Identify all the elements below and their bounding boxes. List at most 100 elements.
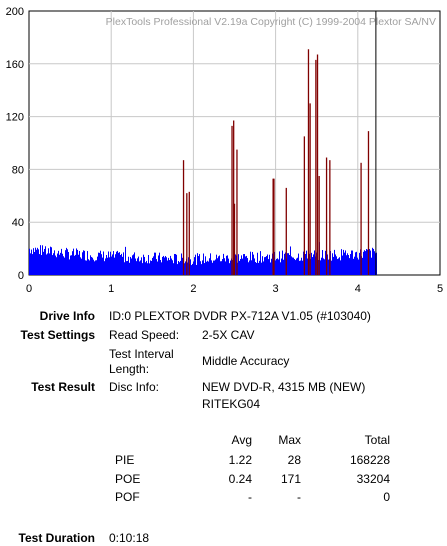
pie-bar: [340, 260, 341, 275]
stats-row-total: 168228: [349, 453, 390, 467]
pie-bar: [370, 250, 371, 275]
pie-bar: [359, 252, 360, 275]
pie-bar: [128, 256, 129, 275]
pie-bar: [209, 258, 210, 275]
pie-bar: [220, 261, 221, 275]
pie-bar: [86, 260, 87, 275]
pie-bar: [254, 258, 255, 275]
pie-bar: [41, 255, 42, 275]
pie-bar: [314, 250, 315, 275]
pie-bar: [32, 254, 33, 275]
pie-bar: [110, 251, 111, 275]
pie-bar: [120, 254, 121, 275]
drive-info-label: Drive Info: [39, 309, 95, 323]
pie-bar: [48, 248, 49, 275]
pie-bar: [31, 249, 32, 275]
pie-bar: [163, 255, 164, 275]
pie-bar: [52, 255, 53, 275]
disc-info-label: Disc Info:: [109, 380, 160, 394]
pie-bar: [179, 262, 180, 275]
pie-bar: [73, 248, 74, 275]
pie-bar: [226, 255, 227, 275]
pie-bar: [305, 254, 306, 275]
pie-bar: [199, 254, 200, 275]
pie-bar: [364, 250, 365, 275]
pie-bar: [65, 250, 66, 275]
pie-bar: [87, 251, 88, 275]
pie-bar: [291, 256, 292, 275]
pie-bar: [69, 259, 70, 275]
pie-bar: [193, 261, 194, 275]
pie-bar: [56, 257, 57, 275]
pie-bar: [218, 256, 219, 275]
x-tick-label: 5: [437, 283, 443, 295]
y-tick-label: 80: [12, 164, 24, 176]
pie-bar: [49, 253, 50, 275]
pie-bar: [324, 259, 325, 275]
pie-bar: [335, 254, 336, 275]
pie-bar: [101, 254, 102, 275]
pie-bar: [331, 260, 332, 275]
pie-bar: [205, 256, 206, 275]
pie-bar: [346, 255, 347, 275]
pie-bar: [119, 252, 120, 275]
chart-title: PlexTools Professional V2.19a Copyright …: [106, 16, 436, 28]
pie-bar: [151, 260, 152, 275]
pie-bar: [297, 257, 298, 275]
pie-bar: [80, 257, 81, 275]
pie-bar: [207, 260, 208, 275]
pie-bar: [328, 259, 329, 275]
pie-bar: [167, 260, 168, 275]
pie-bar: [287, 253, 288, 275]
pie-bar: [47, 253, 48, 275]
pie-bar: [180, 260, 181, 275]
stats-header-total: Total: [364, 433, 390, 447]
pie-bar: [263, 261, 264, 275]
pie-bar: [292, 257, 293, 275]
stats-row-total: 33204: [356, 472, 390, 486]
pie-bar: [303, 251, 304, 275]
pie-bar: [100, 250, 101, 275]
pie-bar: [283, 259, 284, 275]
pie-bar: [54, 250, 55, 275]
pie-bar: [204, 263, 205, 275]
y-tick-label: 0: [18, 270, 24, 282]
pie-bar: [67, 249, 68, 275]
pie-bar: [334, 249, 335, 275]
pie-bar: [123, 252, 124, 275]
pie-bar: [174, 253, 175, 275]
pie-bar: [190, 259, 191, 275]
pie-bar: [55, 255, 56, 275]
pie-bar: [318, 259, 319, 275]
pie-bar: [33, 248, 34, 275]
pie-bar: [166, 257, 167, 275]
pie-bar: [118, 252, 119, 275]
pie-bar: [270, 262, 271, 275]
pie-bar: [248, 262, 249, 275]
pie-bar: [243, 254, 244, 275]
pie-bar: [357, 257, 358, 275]
pie-bar: [223, 253, 224, 275]
pie-bar: [89, 260, 90, 275]
pie-bar: [102, 257, 103, 275]
pie-bar: [147, 263, 148, 275]
pie-bar: [362, 257, 363, 275]
stats-row-avg: 1.22: [228, 453, 252, 467]
stats-row-max: -: [297, 490, 301, 504]
stats-row-max: 28: [287, 453, 301, 467]
pie-bar: [96, 260, 97, 275]
pie-bar: [77, 249, 78, 275]
pie-bar: [141, 257, 142, 275]
pie-bar: [293, 257, 294, 275]
test-settings-label: Test Settings: [20, 328, 95, 342]
pie-bar: [197, 253, 198, 275]
stats-row-total: 0: [383, 490, 390, 504]
pie-bar: [322, 250, 323, 275]
pie-bar: [126, 261, 127, 275]
pie-bar: [313, 254, 314, 275]
stats-row-max: 171: [280, 472, 301, 486]
pie-bar: [323, 258, 324, 275]
pie-bar: [288, 253, 289, 275]
pie-bar: [371, 257, 372, 275]
pie-bar: [277, 258, 278, 275]
